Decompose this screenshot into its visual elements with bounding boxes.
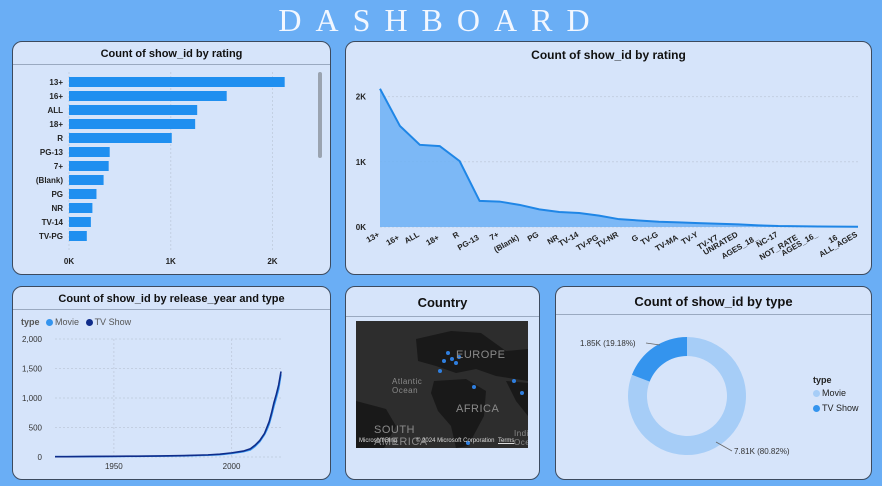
bar-category-label: PG-13 (40, 148, 64, 157)
bar-xtick: 1K (166, 257, 176, 266)
area-fill (380, 88, 858, 227)
area-xtick-label: 16+ (385, 233, 402, 248)
donut-legend: type Movie TV Show (813, 375, 859, 413)
bar-category-label: PG (51, 190, 63, 199)
area-xtick-label: 18+ (424, 233, 441, 248)
map-label-europe: EUROPE (456, 349, 506, 361)
bar-xtick: 0K (64, 257, 74, 266)
line-ytick: 1,000 (22, 394, 43, 403)
area-xtick-label: G (630, 233, 640, 244)
bar-scrollbar (318, 72, 322, 158)
legend-type-label: type (21, 317, 40, 327)
donut-slice-movie (628, 337, 746, 455)
donut-label-tvshow: 1.85K (19.18%) (580, 339, 636, 348)
donut-legend-movie[interactable]: Movie (813, 388, 859, 398)
type-donut-title: Count of show_id by type (634, 294, 793, 309)
line-series-movie (55, 374, 282, 458)
donut-label-movie: 7.81K (80.82%) (734, 447, 790, 456)
bar-mark (69, 105, 198, 115)
area-xtick-label: 13+ (365, 230, 382, 245)
area-xtick-label: PG (526, 230, 541, 244)
bar-category-label: (Blank) (36, 176, 63, 185)
bar-category-label: TV-PG (39, 232, 63, 241)
area-xtick-label: PG-13 (456, 233, 481, 253)
donut-legend-title: type (813, 375, 832, 385)
bar-category-label: 16+ (49, 92, 63, 101)
donut-leader-movie (715, 441, 733, 452)
donut-slice-tv-show (631, 337, 687, 382)
bar-category-label: TV-14 (42, 218, 64, 227)
bar-mark (69, 77, 285, 87)
area-ytick: 0K (356, 223, 366, 232)
rating-area-title: Count of show_id by rating (531, 48, 686, 62)
line-ytick: 500 (29, 424, 43, 433)
bar-mark (69, 147, 110, 157)
bar-category-label: R (57, 134, 63, 143)
line-ytick: 2,000 (22, 335, 43, 344)
donut-leader-tvshow (645, 342, 661, 346)
bar-category-label: 13+ (49, 78, 63, 87)
bar-mark (69, 175, 104, 185)
bar-category-label: NR (51, 204, 63, 213)
area-line (379, 88, 859, 228)
donut-legend-tvshow[interactable]: TV Show (813, 403, 859, 413)
map-land (356, 331, 528, 448)
country-map[interactable]: EUROPE Atlantic Ocean AFRICA SOUTH AMERI… (356, 321, 528, 448)
line-xtick: 1950 (105, 462, 123, 471)
line-xtick: 2000 (223, 462, 241, 471)
legend-movie[interactable]: Movie (55, 317, 80, 327)
release-line-chart: 0 500 1,000 1,500 2,000 1950 2000 (22, 335, 282, 471)
bar-category-label: 18+ (49, 120, 63, 129)
bar-category-label: ALL (47, 106, 63, 115)
legend-tvshow[interactable]: TV Show (94, 317, 132, 327)
area-xtick-label: R (451, 230, 461, 241)
bar-mark (69, 119, 196, 129)
bar-mark (69, 161, 109, 171)
line-ytick: 1,500 (22, 365, 43, 374)
country-map-title: Country (417, 295, 468, 310)
map-label-indian: India Oce (514, 429, 528, 447)
area-xtick-label: TV-NR (595, 230, 620, 250)
type-donut-chart: 7.81K (80.82%) 1.85K (19.18%) (580, 337, 790, 456)
area-xtick-label: ALL_AGES (818, 230, 860, 259)
map-bing-logo-visible: Microsoft Bing (359, 438, 398, 444)
rating-bar-chart: 0K 1K 2K 13+ 16+ ALL 18+ R PG-13 7+ (Blank) PG NR TV-… (36, 72, 322, 266)
release-line-title: Count of show_id by release_year and typ… (58, 293, 285, 305)
line-ytick: 0 (38, 453, 43, 462)
bar-mark (69, 217, 91, 227)
type-donut-panel: Count of show_id by type 7.81K (80.82%) 1… (555, 286, 872, 480)
map-attribution: © 2024 Microsoft Corporation (416, 438, 495, 444)
map-label-south-america: SOUTH AMERICA (374, 424, 428, 448)
rating-area-panel: Count of show_id by rating 0K 1K 2K 13+ 16+ A… (345, 41, 872, 275)
bar-mark (69, 133, 172, 143)
bar-mark (69, 231, 87, 241)
bar-mark (69, 91, 227, 101)
dashboard-title: DASHBOARD (278, 2, 604, 38)
area-ytick: 1K (356, 158, 366, 167)
bar-xtick: 2K (267, 257, 277, 266)
area-xtick-label: 7+ (488, 230, 501, 243)
bar-mark (69, 203, 93, 213)
release-line-legend: type Movie TV Show (21, 317, 131, 327)
rating-bar-panel: Count of show_id by rating 0K 1K 2K 13+ 16+ A… (12, 41, 331, 275)
rating-bar-title: Count of show_id by rating (100, 48, 243, 60)
country-map-panel: Country EUROPE Atlantic Ocean AFRICA SOU… (345, 286, 540, 480)
area-ytick: 2K (356, 93, 366, 102)
map-label-africa: AFRICA (456, 403, 500, 415)
map-terms-link[interactable]: Terms (498, 438, 515, 444)
area-xtick-label: ALL (403, 230, 421, 246)
map-label-atlantic: Atlantic Ocean (392, 377, 423, 395)
bar-category-label: 7+ (54, 162, 63, 171)
bar-mark (69, 189, 97, 199)
release-line-panel: Count of show_id by release_year and typ… (12, 286, 331, 480)
line-series-tv-show (55, 371, 282, 458)
